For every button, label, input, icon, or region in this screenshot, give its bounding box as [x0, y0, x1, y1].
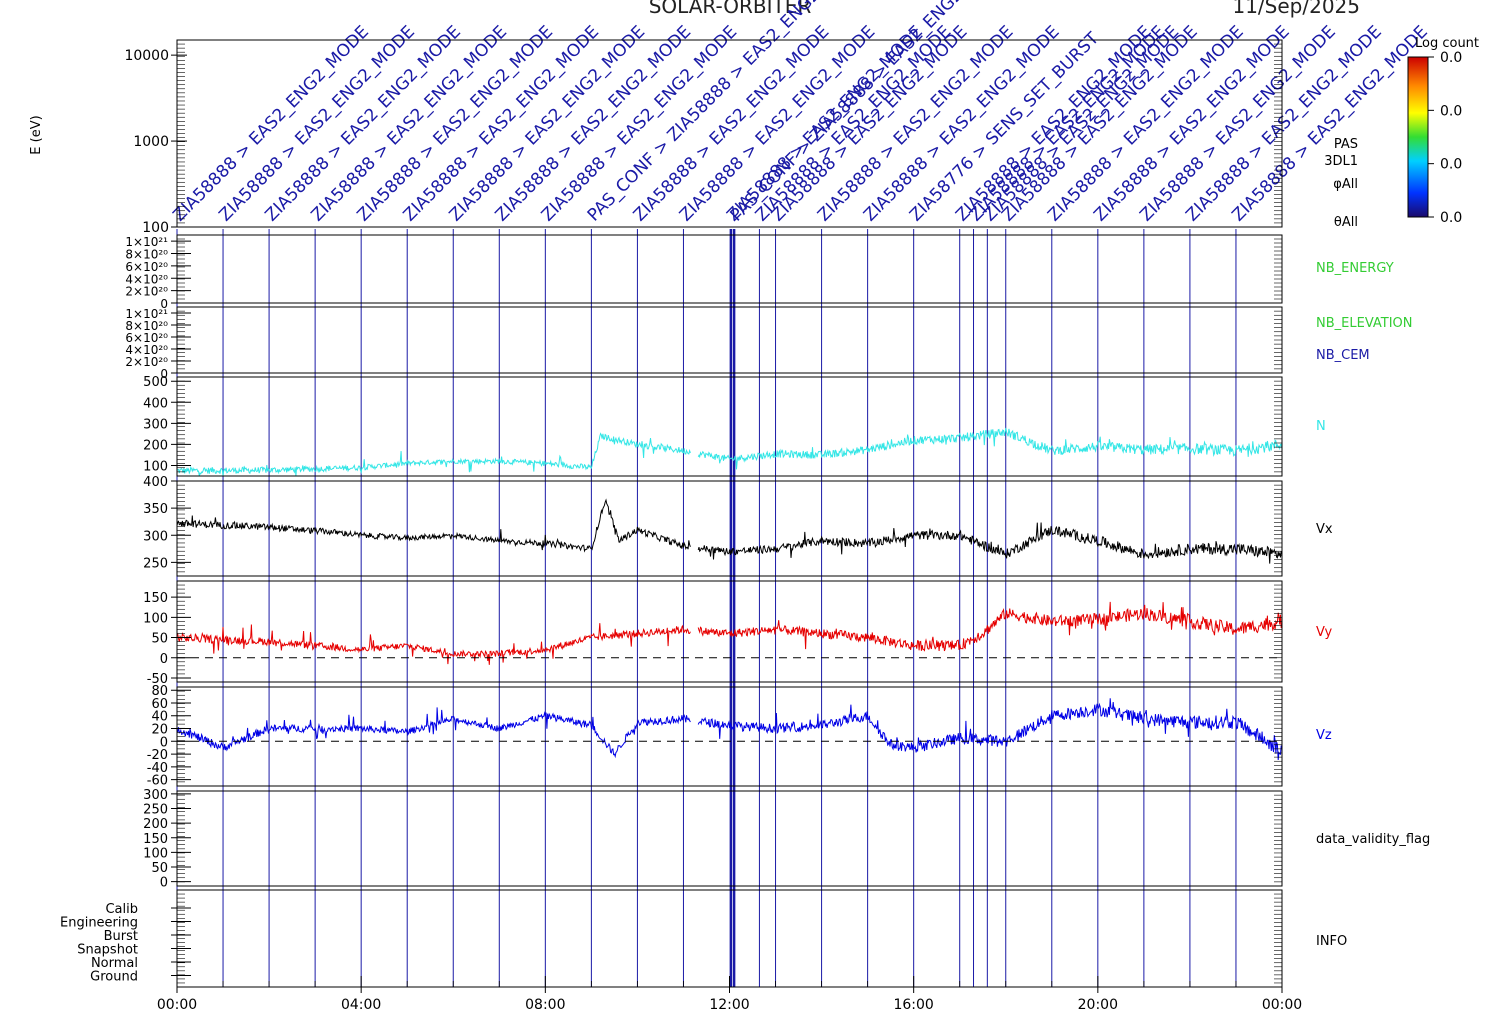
- energy-tick-label: 1000: [133, 134, 169, 150]
- nb-cem-label: NB_CEM: [1316, 348, 1370, 363]
- validity-tick-label: 0: [160, 876, 168, 891]
- info-label: INFO: [1316, 934, 1347, 949]
- vx-tick-label: 350: [143, 502, 168, 517]
- vy-tick-label: -50: [147, 672, 168, 687]
- vx-tick-label: 250: [143, 556, 168, 571]
- nb_energy-tick-label: 4×10²⁰: [125, 272, 168, 286]
- vz-tick-label: -20: [147, 748, 168, 763]
- validity-panel-frame: [176, 790, 1283, 887]
- energy-tick-label: 100: [142, 220, 169, 236]
- vx-series-line: [697, 522, 1283, 564]
- vx-tick-label: 400: [143, 475, 168, 490]
- nb_energy-tick-label: 2×10²⁰: [125, 285, 168, 299]
- vz-tick-label: 20: [151, 723, 168, 738]
- energy-tick-label: 10000: [124, 48, 169, 64]
- n-label: N: [1316, 419, 1326, 434]
- vz-tick-label: 60: [151, 697, 168, 712]
- colorbar-tick-label: 0.0: [1440, 50, 1462, 66]
- nb_elevation-panel-frame: [176, 306, 1283, 374]
- nb_elevation-tick-label: 2×10²⁰: [125, 355, 168, 369]
- vy-series-line: [176, 623, 691, 665]
- validity-tick-label: 250: [143, 803, 168, 818]
- nb-energy-label: NB_ENERGY: [1316, 261, 1394, 276]
- spectrogram-side-label: PAS: [1334, 137, 1358, 152]
- validity-tick-label: 300: [143, 788, 168, 803]
- validity-tick-label: 200: [143, 817, 168, 832]
- vz-series-line: [697, 698, 1283, 761]
- colorbar-tick-label: 0.0: [1440, 103, 1462, 119]
- nb_elevation-tick-label: 8×10²⁰: [125, 319, 168, 333]
- vz-tick-label: 80: [151, 684, 168, 699]
- nb_energy-panel-frame: [176, 234, 1283, 304]
- vx-tick-label: 300: [143, 529, 168, 544]
- info-tick-label: Normal: [91, 956, 138, 971]
- time-tick-label: 08:00: [525, 997, 565, 1013]
- nb_elevation-tick-label: 1×10²¹: [125, 307, 168, 321]
- vy-tick-label: 150: [143, 591, 168, 606]
- n-tick-label: 400: [143, 396, 168, 411]
- spectrogram-side-label: 3DL1: [1324, 154, 1358, 169]
- vz-tick-label: -60: [147, 774, 168, 789]
- time-tick-label: 04:00: [341, 997, 381, 1013]
- info-tick-label: Burst: [104, 929, 138, 944]
- vy-series-line: [697, 601, 1283, 652]
- nb_energy-tick-label: 0: [160, 297, 168, 311]
- time-tick-label: 00:00: [157, 997, 197, 1013]
- mission-title: SOLAR-ORBITER: [649, 0, 812, 18]
- vz-panel-frame: [176, 686, 1283, 787]
- n-series-line: [176, 432, 691, 477]
- spectrogram-side-label: θAll: [1334, 215, 1358, 230]
- vz-label: Vz: [1316, 728, 1332, 743]
- plot-date: 11/Sep/2025: [1232, 0, 1360, 18]
- vy-tick-label: 0: [160, 652, 168, 667]
- nb_elevation-tick-label: 6×10²⁰: [125, 331, 168, 345]
- n-tick-label: 200: [143, 438, 168, 453]
- time-tick-label: 16:00: [893, 997, 933, 1013]
- validity-tick-label: 50: [151, 861, 168, 876]
- colorbar-tick-label: 0.0: [1440, 157, 1462, 173]
- info-tick-label: Engineering: [60, 916, 138, 931]
- vz-tick-label: -40: [147, 761, 168, 776]
- validity-label: data_validity_flag: [1316, 832, 1430, 847]
- vz-series-line: [176, 707, 691, 759]
- colorbar-tick-label: 0.0: [1440, 210, 1462, 226]
- n-panel-frame: [176, 376, 1283, 477]
- vx-panel-frame: [176, 480, 1283, 577]
- nb_energy-tick-label: 1×10²¹: [125, 235, 168, 249]
- info-tick-label: Calib: [105, 902, 138, 917]
- info-tick-label: Ground: [90, 970, 138, 985]
- n-tick-label: 100: [143, 459, 168, 474]
- vx-label: Vx: [1316, 522, 1333, 537]
- vy-panel-frame: [176, 580, 1283, 683]
- n-series-line: [697, 427, 1283, 470]
- vz-tick-label: 0: [160, 735, 168, 750]
- nb_energy-tick-label: 8×10²⁰: [125, 248, 168, 262]
- info-panel-frame: [176, 889, 1283, 988]
- colorbar: [1407, 56, 1429, 218]
- vx-series-line: [176, 498, 691, 553]
- vy-tick-label: 50: [151, 632, 168, 647]
- nb_elevation-tick-label: 4×10²⁰: [125, 343, 168, 357]
- n-tick-label: 500: [143, 375, 168, 390]
- time-tick-label: 12:00: [709, 997, 749, 1013]
- spectrogram-side-label: φAll: [1333, 177, 1358, 192]
- validity-tick-label: 100: [143, 846, 168, 861]
- vy-tick-label: 100: [143, 611, 168, 626]
- vz-tick-label: 40: [151, 710, 168, 725]
- n-tick-label: 300: [143, 417, 168, 432]
- vy-label: Vy: [1316, 625, 1333, 640]
- energy-axis-label: E (eV): [29, 115, 44, 154]
- nb_elevation-tick-label: 0: [160, 367, 168, 381]
- colorbar-title: Log count: [1415, 36, 1479, 51]
- nb-elevation-label: NB_ELEVATION: [1316, 316, 1413, 331]
- info-tick-label: Snapshot: [77, 943, 138, 958]
- nb_energy-tick-label: 6×10²⁰: [125, 260, 168, 274]
- validity-tick-label: 150: [143, 832, 168, 847]
- time-tick-label: 20:00: [1078, 997, 1118, 1013]
- time-tick-label: 00:00: [1262, 997, 1302, 1013]
